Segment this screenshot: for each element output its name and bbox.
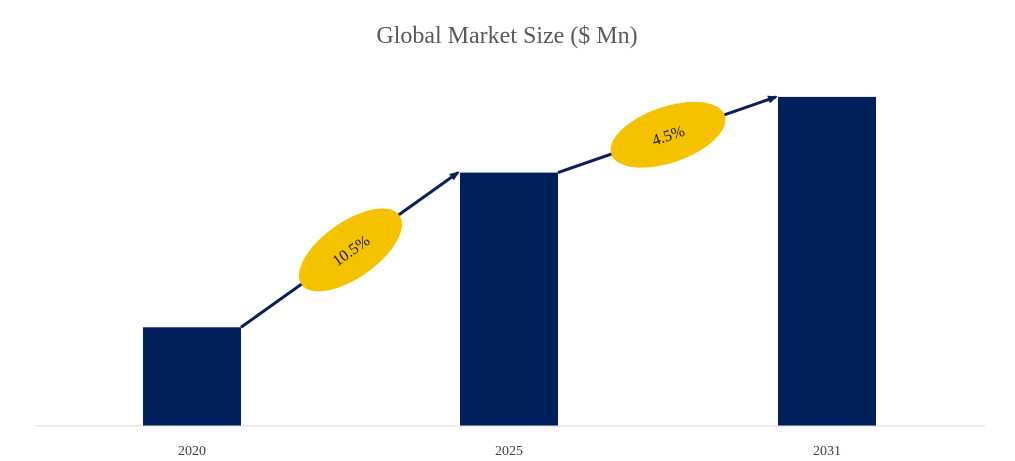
x-tick-labels: 2020 2025 2031 (178, 444, 841, 459)
bar-2031 (778, 96, 876, 426)
chart-title: Global Market Size ($ Mn) (376, 23, 637, 49)
x-tick-label-2031: 2031 (813, 444, 841, 459)
cagr-badge-2: 4.5% (610, 101, 726, 168)
bars-layer (143, 96, 876, 426)
bar-2025 (460, 172, 558, 426)
cagr-badge-shape-2 (610, 101, 726, 168)
x-tick-label-2020: 2020 (178, 444, 206, 459)
cagr-badge-1: 10.5% (298, 208, 403, 292)
cagr-badge-shape-1 (298, 208, 403, 292)
cagr-arrows-layer: 10.5% 4.5% (240, 95, 778, 329)
x-tick-label-2025: 2025 (495, 444, 523, 459)
bar-2020 (143, 327, 241, 426)
